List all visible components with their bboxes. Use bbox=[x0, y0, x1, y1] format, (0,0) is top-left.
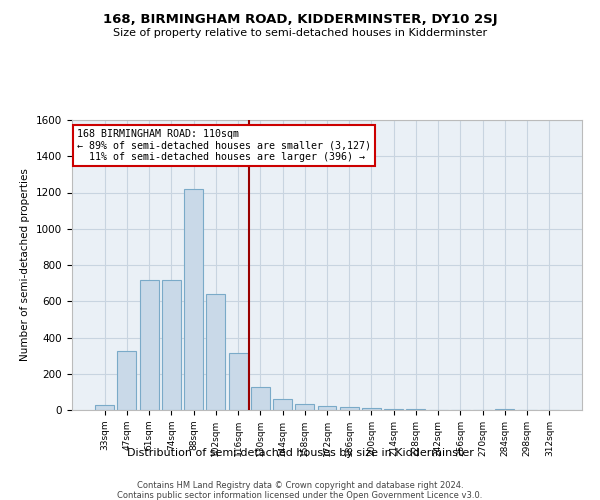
Bar bbox=[118, 351, 136, 410]
Y-axis label: Number of semi-detached properties: Number of semi-detached properties bbox=[20, 168, 31, 362]
Text: 168, BIRMINGHAM ROAD, KIDDERMINSTER, DY10 2SJ: 168, BIRMINGHAM ROAD, KIDDERMINSTER, DY1… bbox=[103, 12, 497, 26]
Bar bbox=[229, 353, 248, 410]
Bar bbox=[162, 280, 181, 410]
Bar bbox=[206, 294, 225, 410]
Text: Contains HM Land Registry data © Crown copyright and database right 2024.: Contains HM Land Registry data © Crown c… bbox=[137, 481, 463, 490]
Bar bbox=[184, 189, 203, 410]
Bar bbox=[340, 408, 359, 410]
Text: Distribution of semi-detached houses by size in Kidderminster: Distribution of semi-detached houses by … bbox=[127, 448, 473, 458]
Bar bbox=[251, 388, 270, 410]
Bar bbox=[273, 400, 292, 410]
Text: Contains public sector information licensed under the Open Government Licence v3: Contains public sector information licen… bbox=[118, 491, 482, 500]
Text: 168 BIRMINGHAM ROAD: 110sqm
← 89% of semi-detached houses are smaller (3,127)
  : 168 BIRMINGHAM ROAD: 110sqm ← 89% of sem… bbox=[77, 128, 371, 162]
Bar bbox=[295, 404, 314, 410]
Bar bbox=[140, 280, 158, 410]
Bar bbox=[317, 406, 337, 410]
Bar bbox=[384, 409, 403, 410]
Bar bbox=[496, 408, 514, 410]
Text: Size of property relative to semi-detached houses in Kidderminster: Size of property relative to semi-detach… bbox=[113, 28, 487, 38]
Bar bbox=[95, 406, 114, 410]
Bar bbox=[362, 408, 381, 410]
